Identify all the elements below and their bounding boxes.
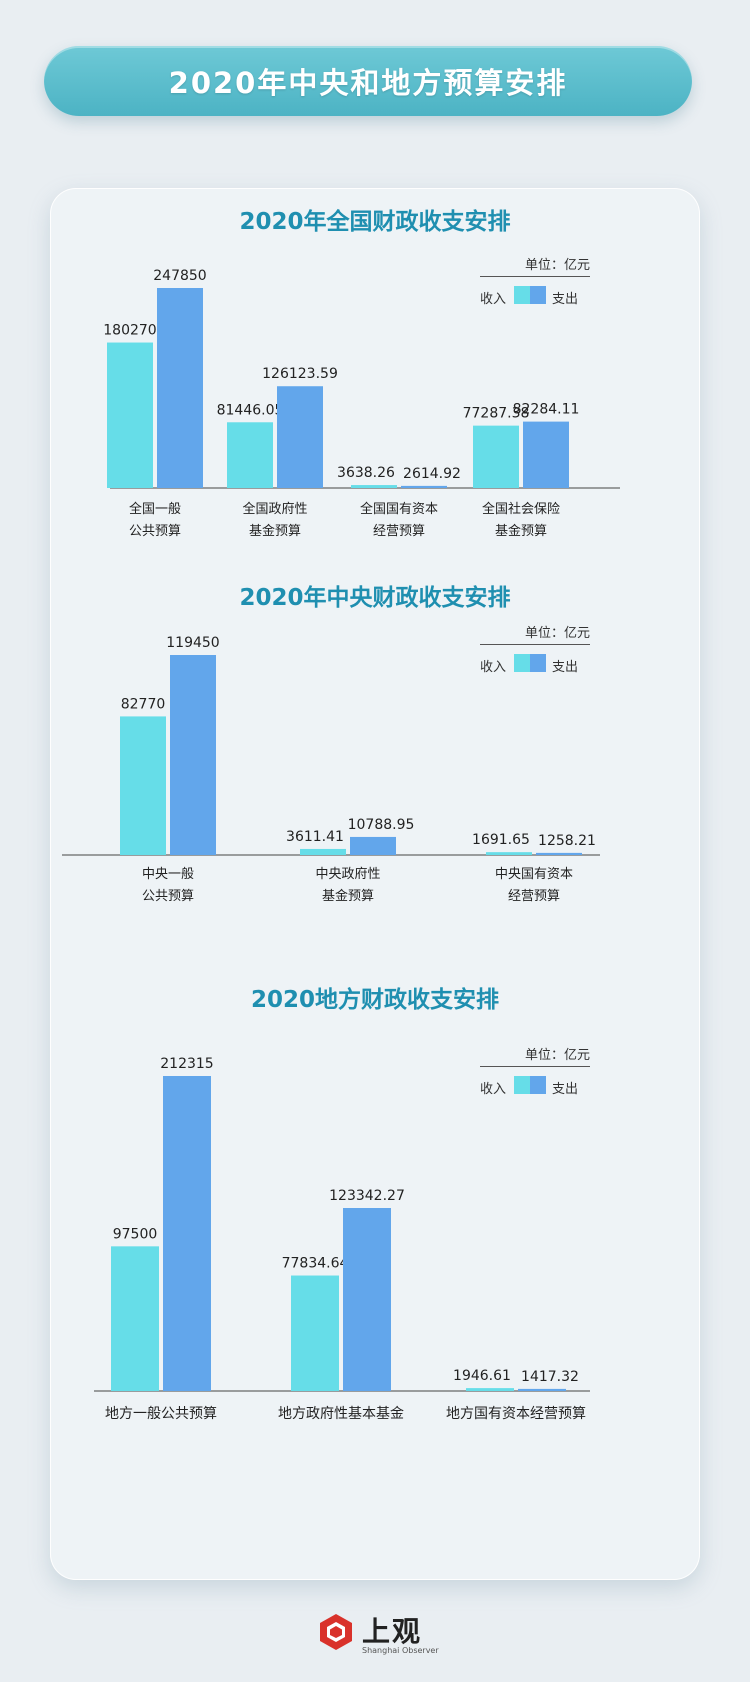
unit-label: 单位：亿元 [524, 626, 590, 641]
data-label-income: 180270 [103, 323, 156, 339]
bar-expense [343, 1208, 391, 1391]
bar-expense [170, 655, 216, 855]
legend-national: 单位：亿元 收入 支出 [480, 254, 590, 314]
bar-expense [518, 1388, 566, 1391]
data-label-income: 1946.61 [453, 1368, 511, 1384]
legend-income-swatch [514, 1076, 530, 1094]
data-label-expense: 212315 [160, 1056, 213, 1072]
chart-title-national: 2020年全国财政收支安排 [239, 209, 511, 235]
data-label-income: 3611.41 [286, 829, 344, 845]
footer-logo: 上观 Shanghai Observer [316, 1610, 439, 1662]
data-label-expense: 1417.32 [521, 1369, 579, 1385]
legend-income-swatch [514, 654, 530, 672]
data-label-income: 3638.26 [337, 465, 395, 481]
data-label-expense: 82284.11 [513, 402, 580, 418]
data-label-income: 1691.65 [472, 832, 530, 848]
legend-expense-label: 支出 [552, 1082, 579, 1097]
category-label: 基金预算 [249, 523, 301, 539]
legend-income-swatch [514, 286, 530, 304]
category-label: 地方政府性基本基金 [278, 1405, 404, 1422]
bar-income [473, 425, 519, 488]
category-label: 公共预算 [142, 889, 194, 904]
category-label: 全国一般 [129, 501, 181, 517]
data-label-income: 77287.38 [463, 406, 530, 422]
logo-subtitle: Shanghai Observer [362, 1646, 439, 1655]
data-label-income: 81446.05 [217, 402, 284, 418]
charts-card: 2020年全国财政收支安排 单位：亿元 收入 支出 180270 247850 全国… [50, 188, 700, 1580]
bar-expense [277, 386, 323, 488]
category-label: 地方一般公共预算 [105, 1406, 217, 1422]
page-title: 2020年中央和地方预算安排 [168, 66, 568, 100]
legend-income-label: 收入 [480, 1082, 507, 1097]
legend-expense-swatch [530, 654, 546, 672]
bar-income [486, 852, 532, 855]
bar-income [291, 1275, 339, 1391]
legend-local: 单位：亿元 收入 支出 [480, 1044, 590, 1104]
chart-title-central: 2020年中央财政收支安排 [239, 585, 511, 611]
category-label: 公共预算 [129, 524, 181, 539]
category-label: 全国国有资本 [360, 501, 438, 517]
data-label-income: 97500 [113, 1226, 158, 1242]
unit-label: 单位：亿元 [524, 1048, 590, 1063]
bar-expense [350, 836, 396, 855]
legend-central: 单位：亿元 收入 支出 [480, 622, 590, 682]
bar-expense [157, 288, 203, 488]
category-label: 地方国有资本经营预算 [446, 1406, 586, 1422]
bar-income [351, 485, 397, 488]
category-label: 全国社会保险 [482, 501, 560, 517]
category-label: 全国政府性 [242, 501, 307, 517]
bar-income [466, 1388, 514, 1391]
legend-expense-label: 支出 [552, 292, 579, 307]
legend-income-label: 收入 [480, 660, 507, 675]
legend-expense-swatch [530, 286, 546, 304]
page-banner: 2020年中央和地方预算安排 [44, 46, 692, 116]
bar-expense [536, 852, 582, 855]
bar-income [107, 342, 153, 488]
bar-income [227, 422, 273, 488]
category-label: 中央国有资本 [495, 867, 573, 882]
data-label-expense: 1258.21 [538, 833, 596, 849]
chart-title-local: 2020地方财政收支安排 [250, 987, 499, 1013]
shanghai-observer-logo-icon [320, 1614, 352, 1650]
data-label-expense: 123342.27 [329, 1188, 405, 1204]
legend-income-label: 收入 [480, 292, 507, 307]
data-label-expense: 2614.92 [403, 466, 461, 482]
bar-expense [523, 421, 569, 488]
legend-expense-label: 支出 [552, 660, 579, 675]
logo-text: 上观 [362, 1615, 423, 1648]
category-label: 经营预算 [508, 889, 560, 904]
category-label: 中央一般 [142, 866, 194, 882]
legend-divider [480, 276, 590, 277]
category-label: 基金预算 [495, 523, 547, 539]
data-label-expense: 10788.95 [348, 817, 415, 833]
bar-income [300, 848, 346, 855]
data-label-income: 82770 [121, 696, 166, 712]
bar-expense [163, 1076, 211, 1391]
bar-expense [401, 485, 447, 488]
category-label: 经营预算 [373, 524, 425, 539]
category-label: 基金预算 [322, 888, 374, 904]
data-label-expense: 119450 [166, 635, 219, 651]
unit-label: 单位：亿元 [524, 258, 590, 273]
data-label-expense: 247850 [153, 268, 206, 284]
legend-divider [480, 644, 590, 645]
legend-expense-swatch [530, 1076, 546, 1094]
legend-divider [480, 1066, 590, 1067]
data-label-expense: 126123.59 [262, 366, 338, 382]
bar-income [120, 716, 166, 855]
bar-income [111, 1246, 159, 1391]
category-label: 中央政府性 [315, 867, 380, 882]
data-label-income: 77834.64 [282, 1256, 349, 1272]
chart-local: 97500 212315 地方一般公共预算 77834.64 123342.27 地方政府… [94, 1056, 590, 1422]
